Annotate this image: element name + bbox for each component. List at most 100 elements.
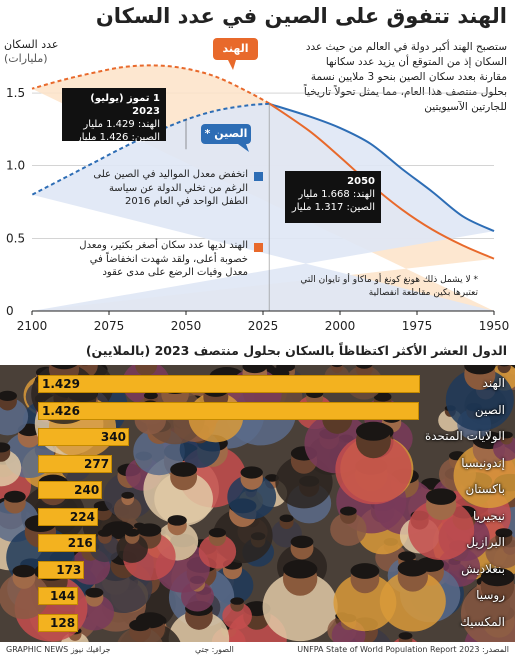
crowd-hair <box>464 365 496 375</box>
y-axis-title: عدد السكان <box>4 38 59 51</box>
bar-category-label: الصين <box>474 402 505 417</box>
bar-category-label: بنغلاديش <box>461 561 505 576</box>
crowd-hair <box>350 563 380 579</box>
crowd-hair <box>4 490 26 503</box>
bar-value-label: 340 <box>100 430 126 444</box>
crowd-hair <box>495 528 513 538</box>
china-historical-line <box>268 102 495 232</box>
bar-chart-title: الدول العشر الأكثر اكتظاظاً بالسكان بحلو… <box>85 343 507 358</box>
china-tag: الصين * <box>201 124 251 144</box>
crowd-body <box>330 512 367 546</box>
callout-2050-year: 2050 <box>347 176 375 187</box>
crowd-body <box>154 471 213 526</box>
crowd-hair <box>398 551 416 562</box>
bar-value-label: 277 <box>84 456 110 471</box>
bar <box>38 401 420 420</box>
callout-2023-china: الصين: 1.426 مليار <box>76 132 160 143</box>
crowd-body <box>113 496 142 522</box>
bar-category-label: روسيا <box>476 588 505 602</box>
crowd-hair <box>85 587 104 598</box>
bar <box>38 587 78 605</box>
crowd-hair <box>208 528 226 538</box>
crowd-hair <box>12 564 36 578</box>
bar-value-label: 240 <box>74 483 100 497</box>
x-tick-label: 1975 <box>402 319 433 333</box>
crowd-hair <box>498 365 510 367</box>
bar-value-label: 144 <box>50 589 76 603</box>
china-projection-line <box>31 102 270 196</box>
callout-2023-india: الهند: 1.429 مليار <box>83 119 160 130</box>
crowd-hair <box>97 529 112 537</box>
bar <box>38 428 129 446</box>
page-title: الهند تتفوق على الصين في عدد السكان <box>95 4 507 28</box>
crowd-hair <box>279 514 294 523</box>
bar-category-label: الولايات المتحدة <box>424 429 505 443</box>
y-tick-label: 1.0 <box>6 159 25 173</box>
crowd-hair <box>170 462 198 477</box>
crowd-hair <box>355 365 373 369</box>
bar <box>38 375 420 393</box>
crowd-hair <box>124 528 140 537</box>
crowd-hair <box>373 391 392 402</box>
crowd-hair <box>500 431 513 439</box>
bar-category-label: الهند <box>482 376 505 390</box>
crowd-hair <box>137 523 162 537</box>
crowd-hair <box>355 421 391 441</box>
bar-value-label: 1.429 <box>42 377 80 391</box>
callout-2050-india: الهند: 1.668 مليار <box>298 189 375 200</box>
india-tag: الهند <box>213 38 258 60</box>
india-projection-line <box>31 64 270 105</box>
crowd-hair <box>240 466 263 479</box>
intro-text: ستصبح الهند أكبر دولة في العالم من حيث ع… <box>303 41 507 113</box>
bar-category-label: البرازيل <box>466 535 505 549</box>
x-tick-label: 2000 <box>325 319 356 333</box>
crowd-body <box>227 474 277 520</box>
crowd-hair <box>129 619 151 632</box>
bar <box>38 613 78 632</box>
crowd-hair <box>480 567 515 587</box>
y-axis-unit: (مليارات) <box>4 52 48 65</box>
bar-category-label: نيجيريا <box>473 508 505 523</box>
india-historical-line <box>268 102 495 260</box>
china-area-fill <box>32 103 494 311</box>
x-tick-label: 2075 <box>94 319 125 333</box>
india-note: الهند لديها عدد سكان أصغر بكثير، ومعدل خ… <box>79 240 248 278</box>
crowd-illustration <box>0 365 515 642</box>
crowd-body <box>262 572 338 642</box>
crowd-hair <box>340 506 357 516</box>
india-tag-pointer <box>228 60 236 70</box>
y-tick-label: 1.5 <box>6 86 25 100</box>
crowd-body <box>333 573 397 632</box>
crowd-body <box>0 573 49 620</box>
bar-value-label: 216 <box>67 536 93 550</box>
crowd-hair <box>0 390 17 402</box>
crowd-body <box>89 534 121 563</box>
callout-2050: 2050 الهند: 1.668 مليار الصين: 1.317 ملي… <box>285 171 381 223</box>
bar-category-label: إندونيسيا <box>461 455 505 470</box>
china-note-swatch <box>254 172 263 181</box>
crowd-head <box>135 365 158 376</box>
crowd-body <box>335 434 412 505</box>
china-tag-pointer <box>238 144 249 152</box>
bar <box>38 481 103 499</box>
source-credit: المصدر: UNFPA State of World Population … <box>297 645 509 654</box>
crowd-head <box>497 365 511 374</box>
bar-value-label: 128 <box>50 615 76 630</box>
crowd-body <box>408 499 475 561</box>
crowd-hair <box>425 488 457 505</box>
x-tick-label: 2100 <box>17 319 48 333</box>
y-tick-label: 0 <box>6 304 14 318</box>
y-axis-label: عدد السكان (مليارات) <box>4 38 58 66</box>
crowd-hair <box>331 365 343 368</box>
footnote: * لا يشمل ذلك هونغ كونغ أو ماكاو أو تايو… <box>300 275 478 298</box>
bar-value-label: 173 <box>56 562 82 577</box>
crowd-hair <box>282 559 318 579</box>
callout-2023: 1 تموز (يوليو) 2023 الهند: 1.429 مليار ا… <box>62 88 166 143</box>
crowd-hair <box>398 632 413 640</box>
crowd-body <box>198 534 237 569</box>
india-note-swatch <box>254 243 263 252</box>
x-tick-label: 2025 <box>248 319 279 333</box>
bar-value-label: 224 <box>69 509 95 524</box>
crowd-hair <box>167 515 187 526</box>
crowd-hair <box>0 442 11 453</box>
